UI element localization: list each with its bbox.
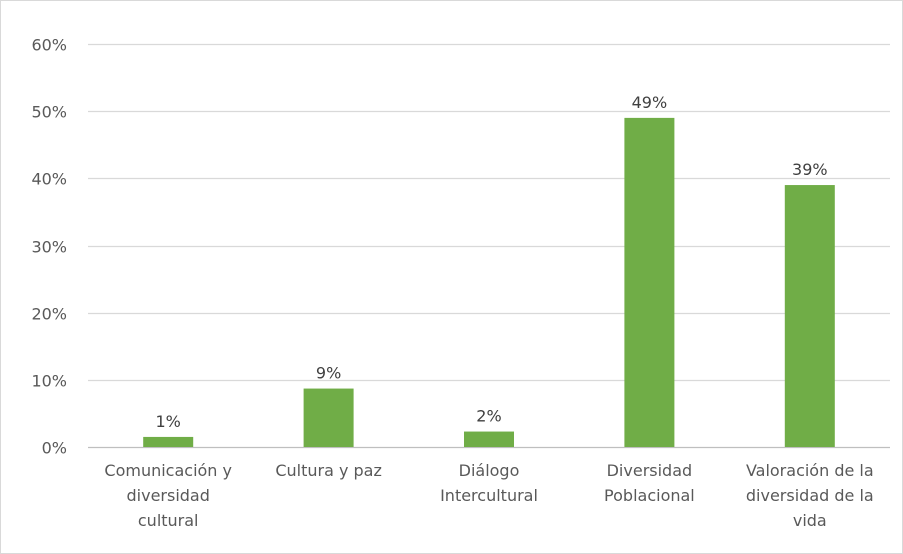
y-tick-label: 10%	[31, 372, 67, 391]
bar	[784, 185, 835, 448]
data-label: 49%	[632, 93, 668, 112]
data-label: 2%	[476, 407, 501, 426]
x-axis-categories: Comunicación y diversidad cultural Cultura …	[104, 461, 873, 530]
y-tick-label: 0%	[42, 439, 67, 458]
data-label: 9%	[316, 364, 341, 383]
x-category-label: Valoración de la	[746, 461, 874, 480]
x-category-label: Diversidad	[607, 461, 693, 480]
bar	[464, 431, 514, 447]
data-label: 1%	[156, 412, 181, 431]
x-category-label: Diálogo	[459, 461, 520, 480]
y-tick-label: 50%	[31, 103, 67, 122]
x-category-label: Poblacional	[604, 486, 695, 505]
gridlines	[88, 43, 890, 449]
y-tick-label: 30%	[31, 238, 67, 257]
x-category-label: cultural	[138, 511, 199, 530]
bar	[303, 388, 354, 447]
data-label: 39%	[792, 160, 828, 179]
y-tick-label: 60%	[31, 36, 67, 55]
x-category-label: Cultura y paz	[275, 461, 382, 480]
x-category-label: diversidad de la	[746, 486, 874, 505]
x-category-label: Intercultural	[440, 486, 538, 505]
x-category-label: diversidad	[127, 486, 210, 505]
data-labels: 1% 9% 2% 49% 39%	[156, 93, 828, 431]
y-tick-label: 20%	[31, 305, 67, 324]
bar	[143, 436, 194, 447]
bar	[624, 117, 675, 447]
x-category-label: Comunicación y	[104, 461, 232, 480]
x-category-label: vida	[793, 511, 827, 530]
y-axis-ticks: 0% 10% 20% 30% 40% 50% 60%	[31, 36, 67, 458]
bars	[143, 117, 835, 448]
y-tick-label: 40%	[31, 170, 67, 189]
